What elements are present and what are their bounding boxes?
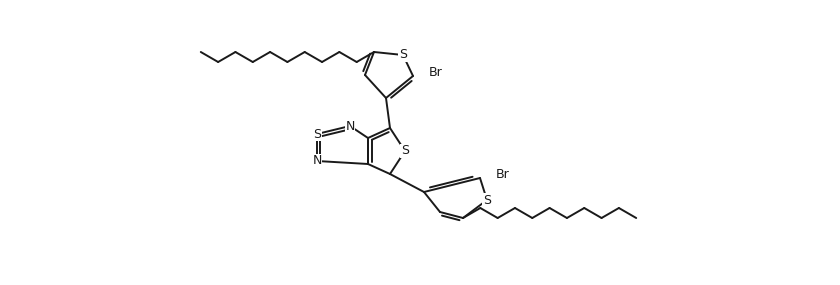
Text: S: S bbox=[401, 144, 409, 158]
Text: S: S bbox=[313, 127, 321, 141]
Text: S: S bbox=[399, 48, 407, 62]
Text: Br: Br bbox=[429, 66, 443, 78]
Text: Br: Br bbox=[496, 168, 510, 180]
Text: N: N bbox=[345, 119, 354, 133]
Text: N: N bbox=[312, 154, 322, 168]
Text: S: S bbox=[483, 194, 491, 207]
